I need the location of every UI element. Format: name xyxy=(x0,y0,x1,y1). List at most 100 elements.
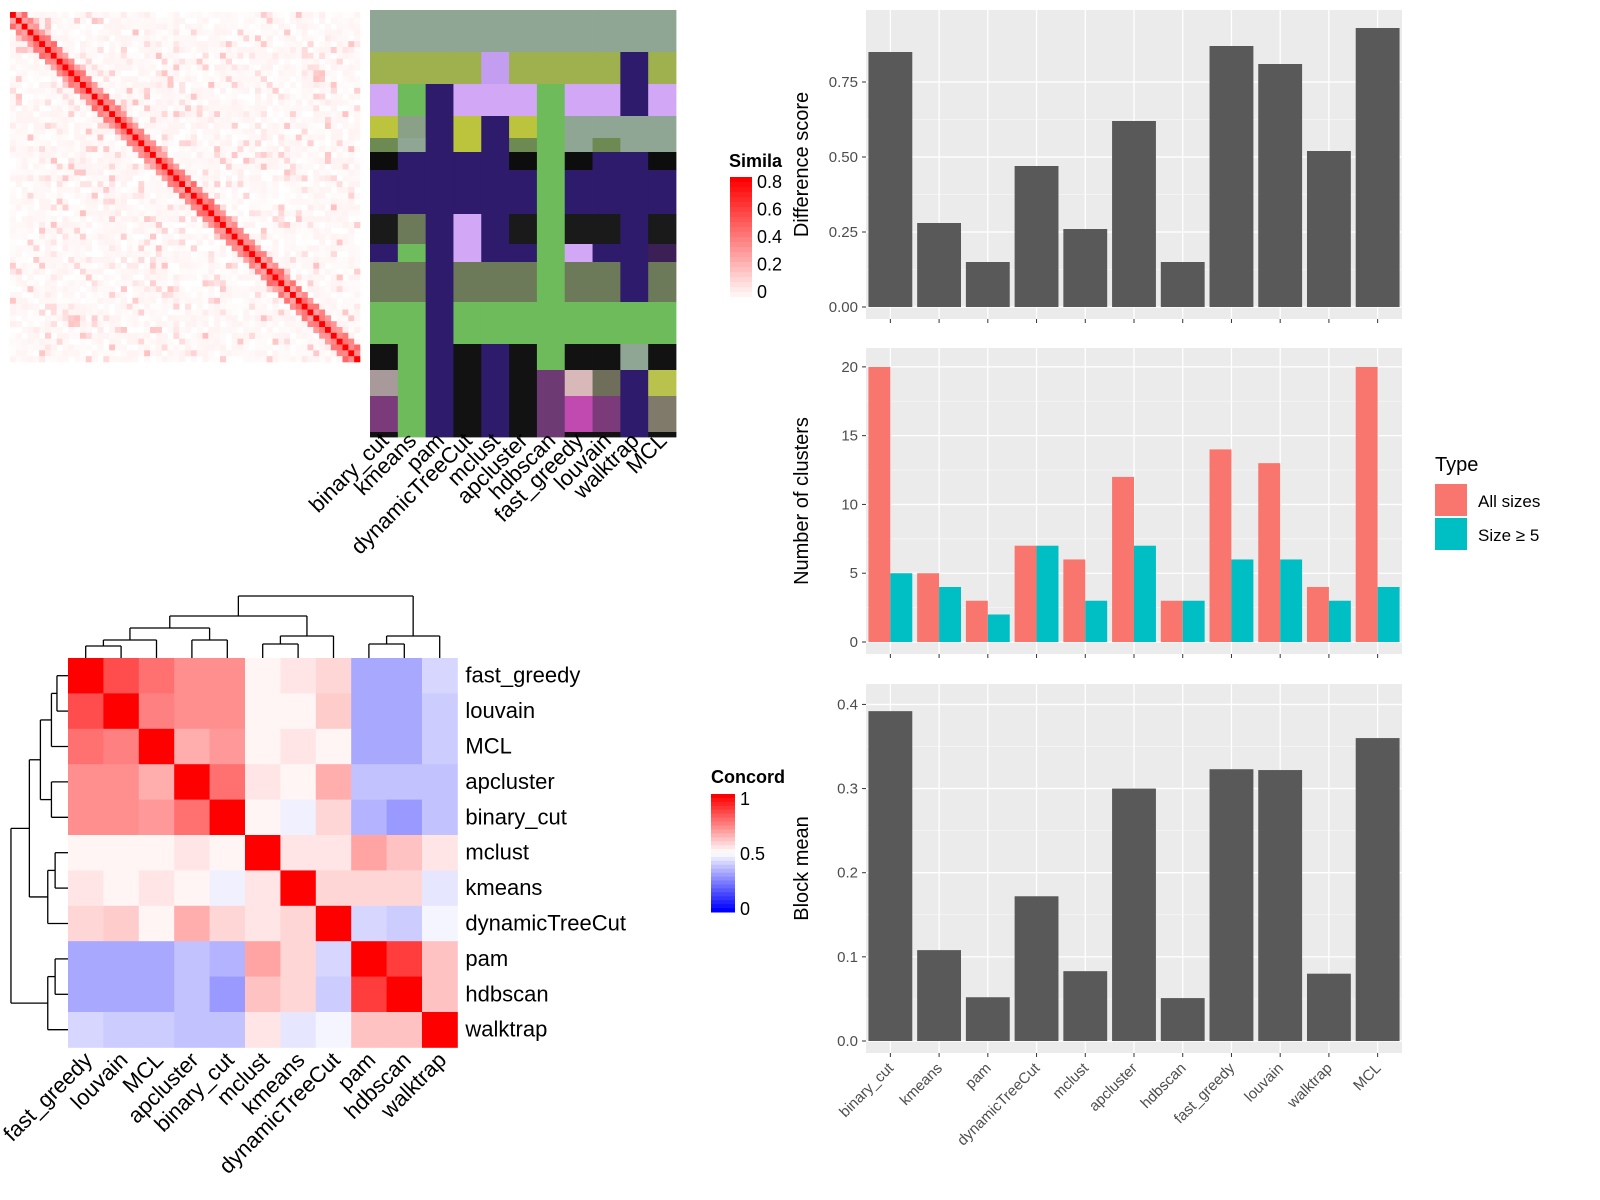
heatmap-cell xyxy=(249,135,255,141)
heatmap-cell xyxy=(348,76,354,82)
heatmap-cell xyxy=(185,304,191,310)
heatmap-cell xyxy=(255,304,261,310)
type-legend-key-0 xyxy=(1435,484,1467,516)
heatmap-cell xyxy=(179,35,185,41)
concordance-cell xyxy=(103,977,139,1013)
heatmap-cell xyxy=(226,298,232,304)
heatmap-cell xyxy=(313,234,319,240)
heatmap-cell xyxy=(33,18,39,24)
heatmap-cell xyxy=(92,170,98,176)
heatmap-cell xyxy=(249,298,255,304)
heatmap-cell xyxy=(168,65,174,71)
heatmap-cell xyxy=(354,251,360,257)
heatmap-cell xyxy=(255,111,261,117)
heatmap-cell xyxy=(284,70,290,76)
heatmap-cell xyxy=(354,280,360,286)
cluster-membership-heatmap xyxy=(370,10,676,437)
heatmap-cell xyxy=(39,269,45,275)
heatmap-cell xyxy=(86,181,92,187)
heatmap-cell xyxy=(302,53,308,59)
heatmap-cell xyxy=(179,257,185,263)
heatmap-cell xyxy=(325,199,331,205)
heatmap-cell xyxy=(197,321,203,327)
heatmap-cell xyxy=(302,228,308,234)
heatmap-cell xyxy=(179,199,185,205)
heatmap-cell xyxy=(144,30,150,36)
heatmap-cell xyxy=(179,187,185,193)
heatmap-cell xyxy=(191,181,197,187)
heatmap-cell xyxy=(296,135,302,141)
heatmap-cell xyxy=(208,350,214,356)
heatmap-cell xyxy=(68,24,74,30)
heatmap-cell xyxy=(319,164,325,170)
heatmap-cell xyxy=(57,100,63,106)
heatmap-cell xyxy=(168,35,174,41)
heatmap-cell xyxy=(57,193,63,199)
heatmap-cell xyxy=(255,164,261,170)
heatmap-cell xyxy=(179,18,185,24)
heatmap-cell xyxy=(133,24,139,30)
heatmap-cell xyxy=(45,94,51,100)
heatmap-cell xyxy=(10,263,16,269)
heatmap-cell xyxy=(232,53,238,59)
heatmap-cell xyxy=(214,164,220,170)
heatmap-cell xyxy=(214,175,220,181)
heatmap-cell xyxy=(343,327,349,333)
heatmap-cell xyxy=(278,234,284,240)
similarity-legend-swatch xyxy=(730,287,752,293)
heatmap-cell xyxy=(173,94,179,100)
heatmap-cell xyxy=(173,298,179,304)
heatmap-cell xyxy=(284,356,290,362)
heatmap-cell xyxy=(103,310,109,316)
heatmap-cell xyxy=(191,59,197,65)
heatmap-cell xyxy=(191,35,197,41)
heatmap-cell xyxy=(232,240,238,246)
concordance-cell xyxy=(139,870,175,906)
membership-cell xyxy=(426,52,454,84)
heatmap-cell xyxy=(127,123,133,129)
heatmap-cell xyxy=(284,310,290,316)
concordance-cell xyxy=(68,693,104,729)
bar-fast_greedy xyxy=(1210,769,1254,1041)
heatmap-cell xyxy=(337,129,343,135)
heatmap-cell xyxy=(238,129,244,135)
heatmap-cell xyxy=(179,339,185,345)
heatmap-cell xyxy=(121,251,127,257)
heatmap-cell xyxy=(63,30,69,36)
heatmap-cell xyxy=(168,234,174,240)
heatmap-cell xyxy=(278,129,284,135)
concordance-cell xyxy=(280,1012,316,1048)
concordance-cell xyxy=(139,1012,175,1048)
bar-binary_cut xyxy=(868,711,912,1041)
heatmap-cell xyxy=(133,135,139,141)
heatmap-cell xyxy=(226,100,232,106)
heatmap-cell xyxy=(127,88,133,94)
heatmap-cell xyxy=(179,140,185,146)
heatmap-cell xyxy=(115,129,121,135)
heatmap-cell xyxy=(16,292,22,298)
heatmap-cell xyxy=(109,181,115,187)
heatmap-cell xyxy=(63,345,69,351)
heatmap-cell xyxy=(214,222,220,228)
membership-cell xyxy=(453,116,481,138)
heatmap-cell xyxy=(173,41,179,47)
heatmap-cell xyxy=(16,269,22,275)
heatmap-cell xyxy=(51,251,57,257)
heatmap-cell xyxy=(214,263,220,269)
heatmap-cell xyxy=(313,59,319,65)
heatmap-cell xyxy=(185,100,191,106)
heatmap-cell xyxy=(98,105,104,111)
heatmap-cell xyxy=(162,164,168,170)
heatmap-cell xyxy=(302,24,308,30)
heatmap-cell xyxy=(203,257,209,263)
heatmap-cell xyxy=(16,205,22,211)
heatmap-cell xyxy=(162,286,168,292)
heatmap-cell xyxy=(92,152,98,158)
heatmap-cell xyxy=(208,41,214,47)
heatmap-cell xyxy=(115,105,121,111)
heatmap-cell xyxy=(150,30,156,36)
heatmap-cell xyxy=(273,170,279,176)
heatmap-cell xyxy=(51,275,57,281)
heatmap-cell xyxy=(28,175,34,181)
heatmap-cell xyxy=(10,292,16,298)
